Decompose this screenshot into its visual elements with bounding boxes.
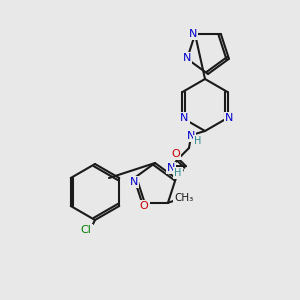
Text: O: O [140,201,148,211]
Text: N: N [167,163,175,173]
Text: N: N [187,131,195,141]
Text: N: N [225,113,234,123]
Text: N: N [130,177,138,187]
Text: O: O [172,149,180,159]
Text: N: N [180,113,189,123]
Text: CH₃: CH₃ [174,193,194,203]
Text: H: H [194,136,202,146]
Text: Cl: Cl [81,225,92,235]
Text: N: N [183,53,191,63]
Text: N: N [189,29,197,39]
Text: H: H [174,168,182,178]
